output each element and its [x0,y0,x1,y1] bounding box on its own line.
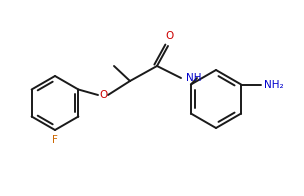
Text: F: F [52,135,58,145]
Text: O: O [99,90,107,100]
Text: O: O [165,31,173,41]
Text: NH: NH [186,73,202,83]
Text: NH₂: NH₂ [264,80,284,90]
